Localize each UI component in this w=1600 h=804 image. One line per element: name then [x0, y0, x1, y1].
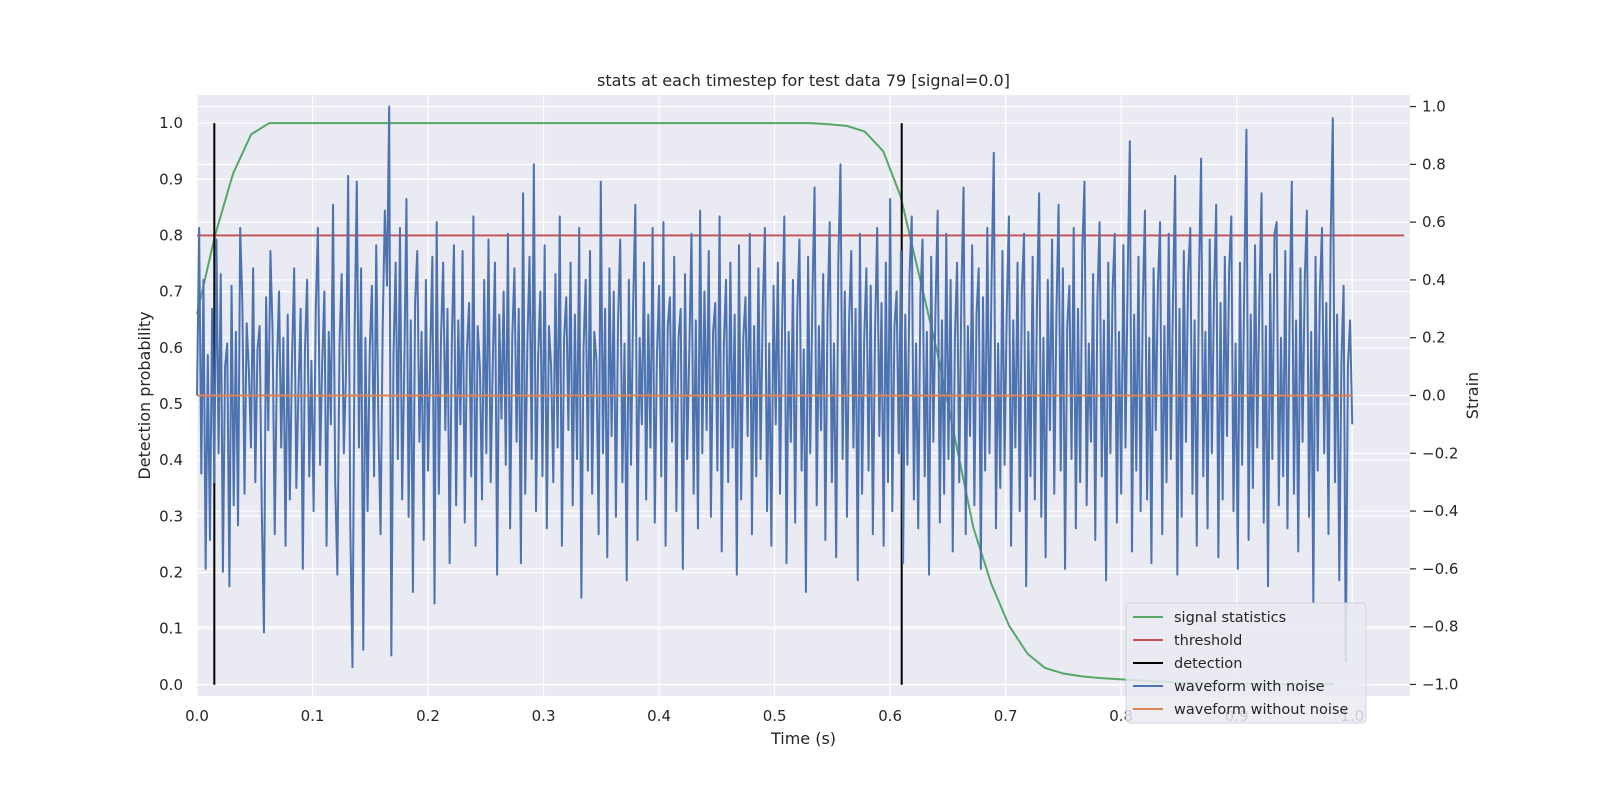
y-tick-label: 0.1: [159, 620, 183, 638]
y2-tick-label: −1.0: [1422, 675, 1458, 693]
y2-tick-label: −0.8: [1422, 618, 1458, 636]
legend-item-label: waveform with noise: [1174, 679, 1325, 695]
y-tick-label: 0.0: [159, 676, 183, 694]
y-tick-label: 0.9: [159, 170, 183, 188]
y-axis-label: Detection probability: [135, 311, 154, 479]
y-tick-label: 0.5: [159, 395, 183, 413]
x-tick-label: 0.3: [532, 707, 556, 725]
legend: signal statistics threshold detection wavef…: [1125, 602, 1367, 724]
y2-axis-ticks: −1.0 −0.8 −0.6 −0.4 −0.2 0.0 0.2 0.4 0.6 0.8 1.0: [1410, 98, 1458, 693]
y-tick-label: 0.2: [159, 563, 183, 581]
y-tick-label: 0.3: [159, 507, 183, 525]
series-layer: [196, 105, 1405, 686]
y2-tick-label: 0.6: [1422, 213, 1446, 231]
chart-title: stats at each timestep for test data 79 …: [597, 71, 1010, 90]
legend-item-label: detection: [1174, 656, 1242, 672]
x-tick-label: 0.0: [185, 707, 209, 725]
x-tick-label: 0.2: [416, 707, 440, 725]
y2-axis-label: Strain: [1463, 372, 1482, 419]
y-tick-label: 1.0: [159, 114, 183, 132]
y2-tick-label: 0.0: [1422, 387, 1446, 405]
y-tick-label: 0.8: [159, 226, 183, 244]
x-axis-label: Time (s): [770, 729, 836, 748]
y-tick-label: 0.6: [159, 339, 183, 357]
legend-item-label: signal statistics: [1174, 610, 1286, 626]
y-tick-label: 0.7: [159, 283, 183, 301]
x-tick-label: 0.5: [763, 707, 787, 725]
x-tick-label: 0.1: [301, 707, 325, 725]
y-tick-label: 0.4: [159, 451, 183, 469]
y2-tick-label: 1.0: [1422, 98, 1446, 116]
y-axis-ticks: 0.0 0.1 0.2 0.3 0.4 0.5 0.6 0.7 0.8 0.9 1.0: [159, 114, 183, 694]
x-tick-label: 0.4: [647, 707, 671, 725]
y2-tick-label: −0.6: [1422, 560, 1458, 578]
series-line-signal-statistics: [196, 122, 1334, 686]
y2-tick-label: 0.2: [1422, 329, 1446, 347]
y2-tick-label: −0.2: [1422, 444, 1458, 462]
y2-tick-label: 0.4: [1422, 271, 1446, 289]
legend-item-label: threshold: [1174, 633, 1242, 649]
y2-tick-label: 0.8: [1422, 155, 1446, 173]
x-tick-label: 0.7: [994, 707, 1018, 725]
legend-item-label: waveform without noise: [1174, 702, 1348, 718]
y2-tick-label: −0.4: [1422, 502, 1458, 520]
x-tick-label: 0.6: [878, 707, 902, 725]
legend-box: [1125, 602, 1367, 724]
series-line-waveform-with-noise: [196, 105, 1354, 669]
